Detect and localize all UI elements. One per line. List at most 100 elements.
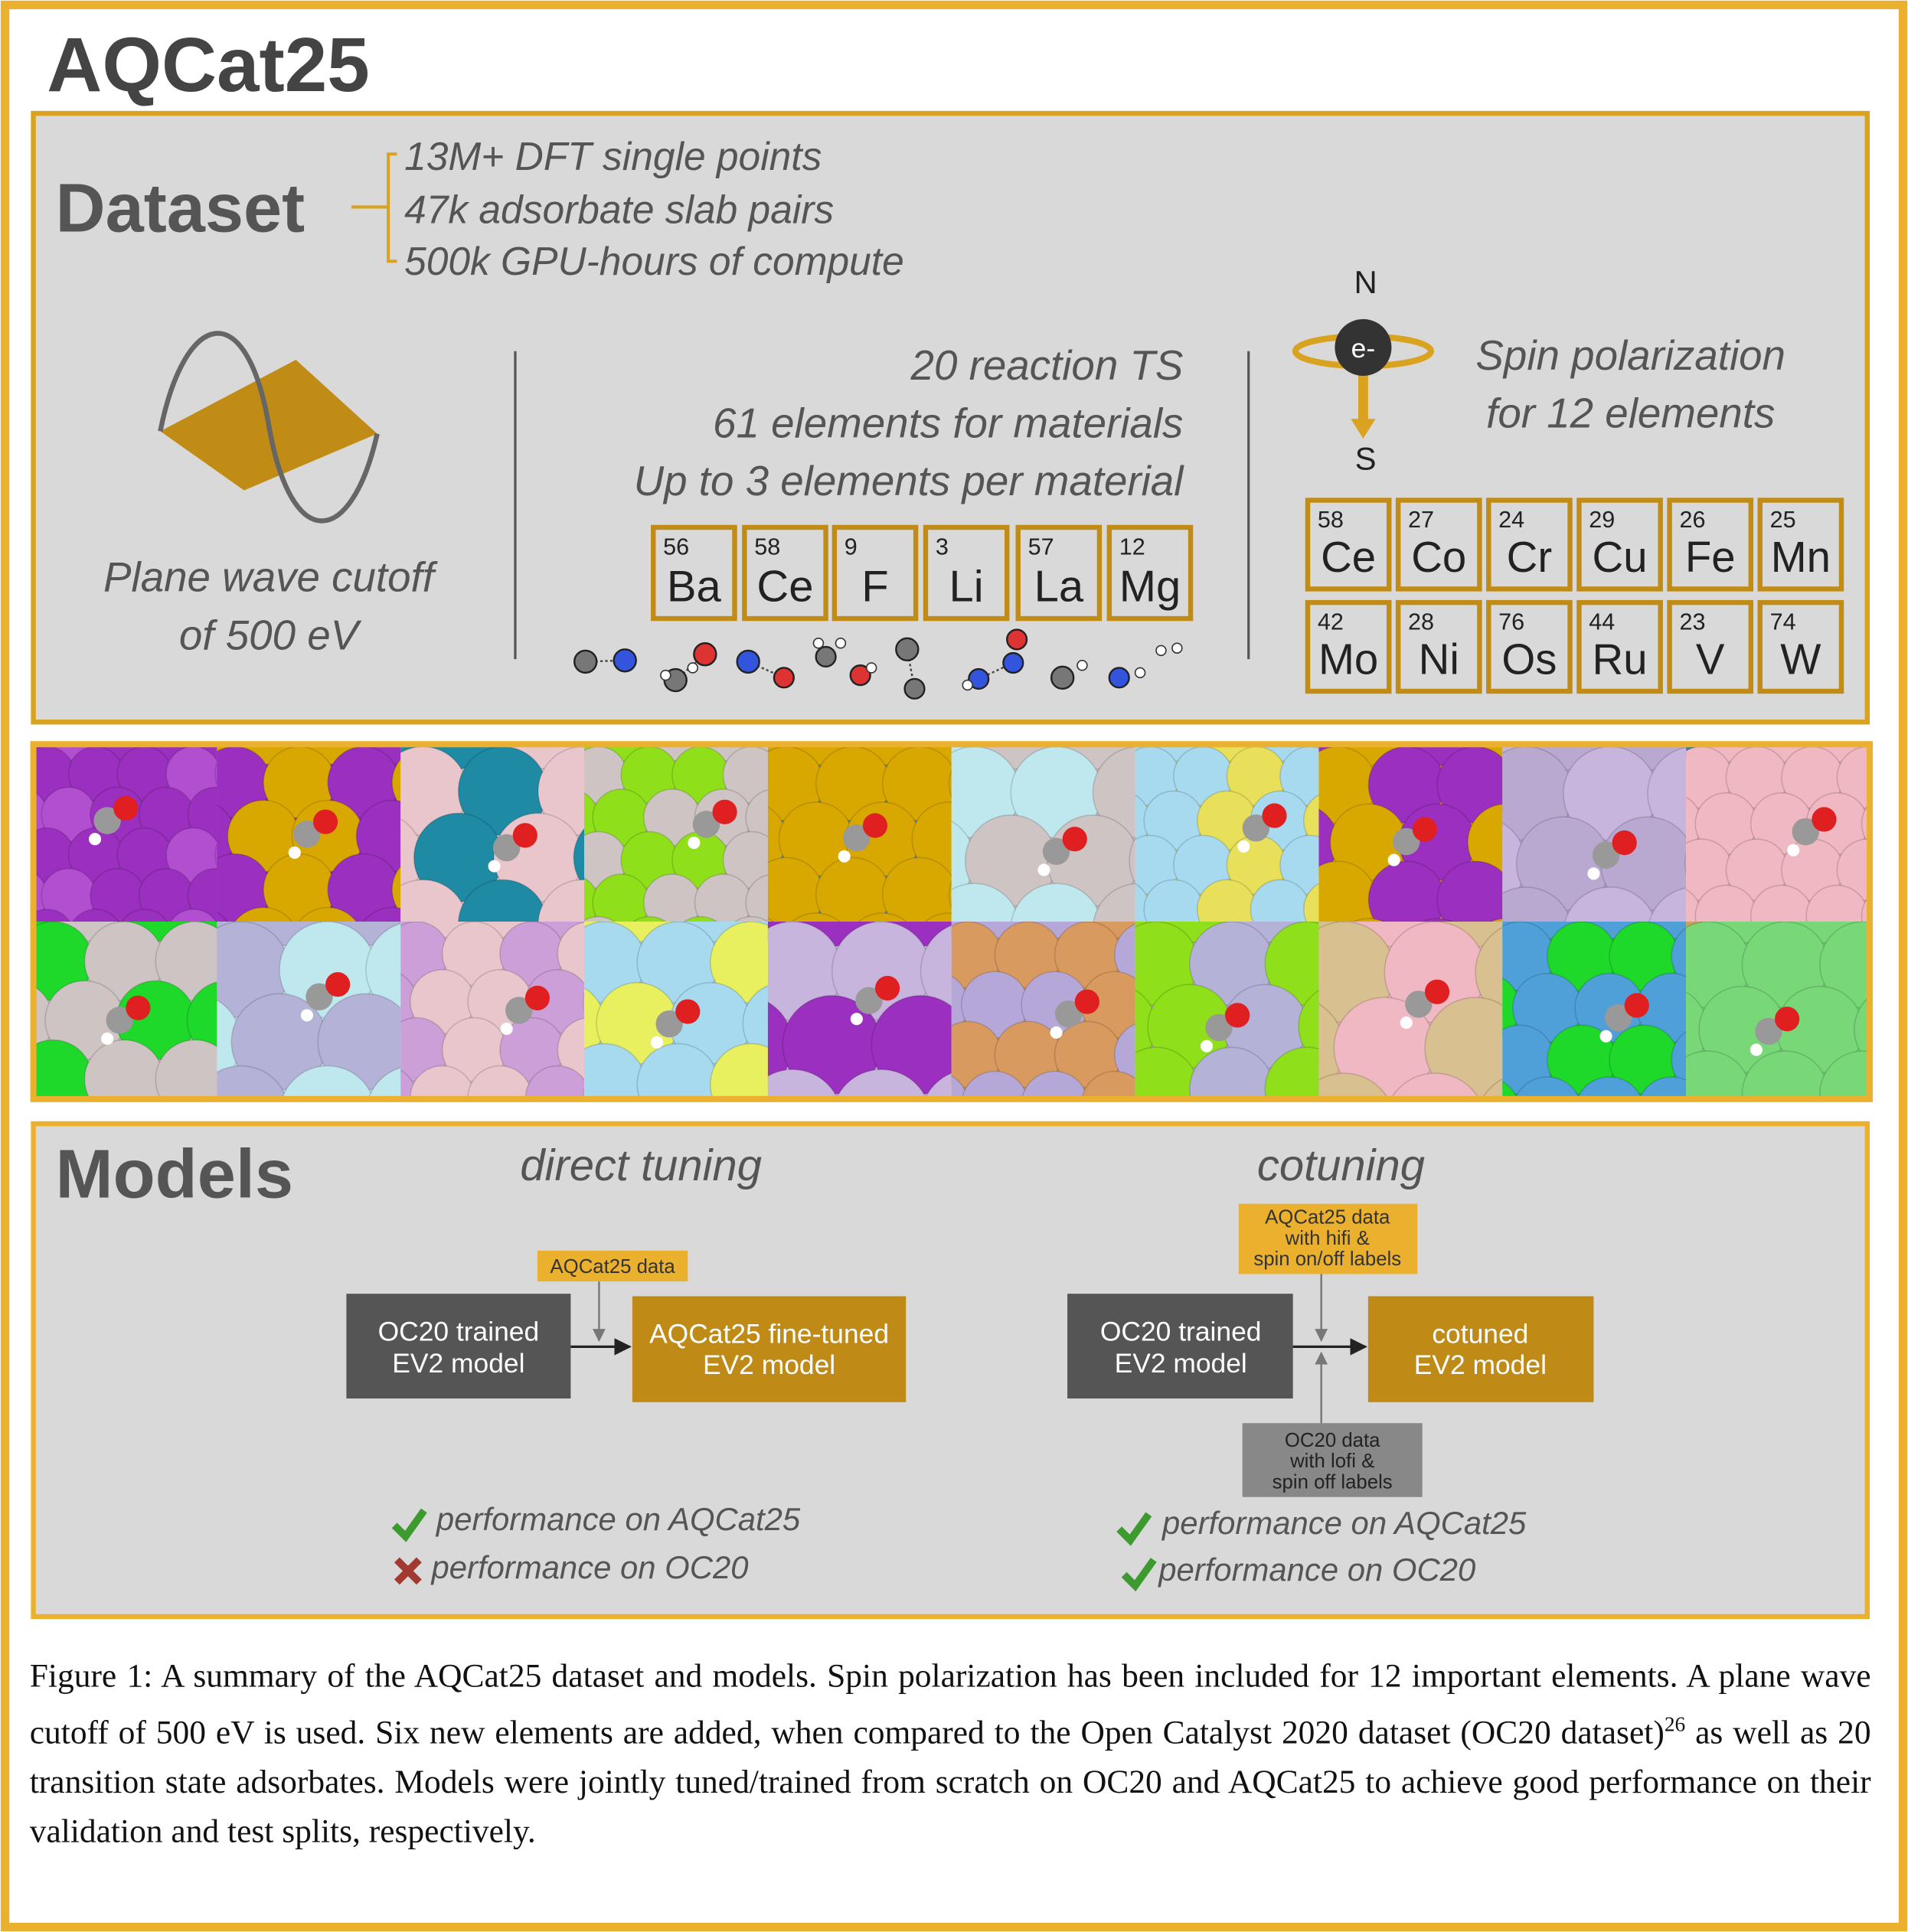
atomic-number: 23	[1679, 609, 1705, 635]
adsorbate-atom	[712, 799, 737, 824]
slab-atom	[951, 883, 1021, 922]
structure-tile	[1686, 746, 1870, 922]
slab-atom	[948, 769, 952, 799]
structure-tile	[33, 746, 217, 922]
atomic-number: 58	[754, 534, 780, 560]
slab-atom	[1475, 926, 1503, 1018]
slab-atom	[169, 909, 217, 922]
input-box	[537, 1250, 688, 1282]
element-symbol: Ni	[1419, 635, 1459, 684]
slab-atom	[1093, 883, 1135, 922]
slab-atom	[1684, 851, 1687, 876]
adsorbate-atom	[1787, 844, 1800, 857]
slab-atom	[234, 906, 293, 922]
adsorbate-atom	[1592, 841, 1620, 869]
atom	[1134, 667, 1146, 679]
adsorbate-atom	[1237, 840, 1250, 853]
caption-text: Figure 1: A summary of the AQCat25 datas…	[29, 1657, 1871, 1751]
element-symbol: F	[861, 563, 888, 612]
slab-atom	[1482, 1078, 1503, 1097]
element-symbol: Ru	[1593, 635, 1648, 684]
adsorbate-atom	[305, 983, 333, 1010]
atomic-number: 9	[845, 534, 858, 560]
structure-tile	[1318, 922, 1503, 1097]
element-tile	[1106, 524, 1194, 622]
slab-atom	[187, 868, 217, 922]
slab-atom	[410, 1065, 475, 1097]
adsorbate-atom	[1424, 979, 1450, 1004]
adsorbate-atom	[1225, 1003, 1250, 1028]
atomic-number: 3	[936, 534, 949, 560]
element-tile	[651, 524, 737, 622]
slab-atom	[742, 984, 768, 1062]
slab-atom	[1113, 923, 1135, 987]
adsorbate-atom	[1792, 818, 1820, 846]
element-tile	[1667, 599, 1754, 694]
adsorbate-atom	[1387, 853, 1400, 866]
slab-atom	[858, 912, 907, 922]
result-text: performance on OC20	[1157, 1552, 1475, 1588]
adsorbate-atom	[524, 985, 551, 1010]
adsorbate-atom	[325, 972, 351, 997]
slab-atom	[1420, 918, 1454, 922]
slab-atom	[298, 906, 358, 922]
adsorbate-atom	[300, 1009, 313, 1022]
slab-atom	[121, 909, 168, 922]
extra-box	[1242, 1423, 1423, 1497]
slab-atom	[1424, 997, 1503, 1097]
slab-atom	[1502, 886, 1572, 922]
slab-atom	[881, 857, 952, 922]
slab-atom	[1467, 803, 1503, 881]
atom	[773, 667, 795, 689]
slab-atom	[1577, 1076, 1642, 1097]
adsorbate-atom	[838, 850, 851, 863]
adsorbate-atom	[850, 1013, 863, 1026]
dataset-heading: Dataset	[56, 170, 305, 247]
slab-atom	[557, 922, 585, 986]
atom	[693, 642, 717, 667]
wave	[158, 331, 380, 524]
citation: 26	[1664, 1712, 1686, 1737]
element-tile	[1757, 599, 1844, 694]
check-icon	[1116, 1512, 1152, 1546]
structure-tile	[1135, 922, 1319, 1097]
slab-atom	[683, 915, 718, 922]
slab-atom	[583, 1088, 585, 1097]
slab-atom	[524, 1065, 585, 1097]
result-text: performance on AQCat25	[1161, 1505, 1527, 1541]
atomic-number: 27	[1408, 507, 1434, 533]
slab-atom	[1129, 837, 1135, 885]
adsorbate-atom	[1037, 863, 1050, 876]
slab-atom	[1021, 1070, 1088, 1097]
source-box	[1067, 1294, 1293, 1399]
element-tile	[923, 524, 1010, 622]
slab-atom	[951, 1075, 969, 1097]
slab-atom	[217, 1065, 287, 1097]
slab-atom	[709, 1043, 768, 1097]
slab-atom	[1264, 1046, 1319, 1097]
slab-atom	[948, 880, 952, 910]
element-tile	[1757, 498, 1844, 592]
element-tile	[1015, 524, 1103, 622]
atomic-number: 76	[1498, 609, 1524, 635]
element-symbol: Mn	[1771, 533, 1831, 581]
slab-atom	[362, 906, 401, 922]
adsorbate-atom	[1599, 1030, 1612, 1043]
slab-atom	[537, 879, 585, 922]
atom	[613, 648, 637, 673]
slab-atom	[457, 879, 548, 922]
adsorbate-atom	[1612, 830, 1637, 856]
atom	[1006, 628, 1028, 651]
atomic-number: 42	[1318, 609, 1344, 635]
atom	[1108, 667, 1130, 689]
atomic-number: 44	[1589, 609, 1615, 635]
slab-atom	[1011, 883, 1103, 922]
adsorbate-atom	[1604, 1004, 1632, 1032]
adsorbate-atom	[874, 975, 900, 1001]
adsorbate-atom	[651, 1036, 664, 1049]
slab-atom	[33, 909, 70, 922]
slab-atom	[217, 911, 229, 922]
cutoff-text: Plane wave cutoff	[103, 553, 438, 601]
